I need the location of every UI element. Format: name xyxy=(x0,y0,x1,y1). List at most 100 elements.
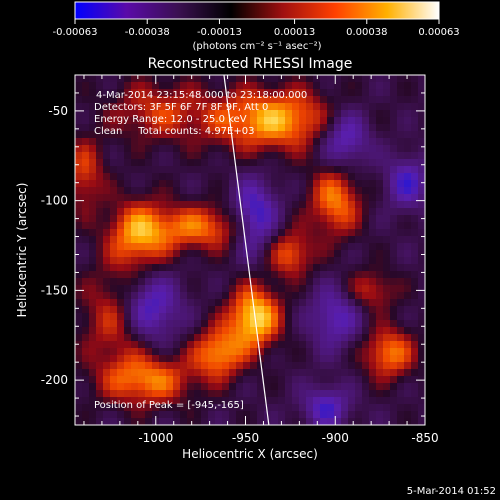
heatmap-cell xyxy=(110,124,118,132)
heatmap-cell xyxy=(341,82,349,90)
heatmap-cell xyxy=(236,131,244,139)
heatmap-cell xyxy=(327,243,335,251)
heatmap-cell xyxy=(89,334,97,342)
heatmap-cell xyxy=(138,383,146,391)
heatmap-cell xyxy=(138,404,146,412)
heatmap-cell xyxy=(138,180,146,188)
heatmap-cell xyxy=(390,166,398,174)
heatmap-cell xyxy=(222,103,230,111)
heatmap-cell xyxy=(75,397,83,405)
heatmap-cell xyxy=(404,397,412,405)
heatmap-cell xyxy=(292,383,300,391)
heatmap-cell xyxy=(313,404,321,412)
heatmap-cell xyxy=(89,411,97,419)
heatmap-cell xyxy=(264,110,272,118)
heatmap-cell xyxy=(320,124,328,132)
heatmap-cell xyxy=(341,327,349,335)
heatmap-cell xyxy=(117,292,125,300)
heatmap-cell xyxy=(201,292,209,300)
heatmap-cell xyxy=(418,201,425,209)
heatmap-cell xyxy=(138,257,146,265)
heatmap-cell xyxy=(362,376,370,384)
heatmap-cell xyxy=(362,334,370,342)
heatmap-cell xyxy=(187,362,195,370)
heatmap-cell xyxy=(145,89,153,97)
heatmap-cell xyxy=(187,355,195,363)
heatmap-cell xyxy=(208,285,216,293)
heatmap-cell xyxy=(313,292,321,300)
heatmap-cell xyxy=(201,250,209,258)
heatmap-cell xyxy=(194,341,202,349)
heatmap-cell xyxy=(236,334,244,342)
heatmap-cell xyxy=(341,96,349,104)
heatmap-cell xyxy=(236,82,244,90)
heatmap-cell xyxy=(110,89,118,97)
heatmap-cell xyxy=(194,404,202,412)
heatmap-cell xyxy=(145,145,153,153)
heatmap-cell xyxy=(96,383,104,391)
heatmap-cell xyxy=(285,187,293,195)
heatmap-cell xyxy=(397,369,405,377)
heatmap-cell xyxy=(369,145,377,153)
heatmap-cell xyxy=(96,250,104,258)
heatmap-cell xyxy=(75,194,83,202)
heatmap-cell xyxy=(292,320,300,328)
heatmap-cell xyxy=(348,201,356,209)
heatmap-cell xyxy=(278,180,286,188)
heatmap-cell xyxy=(89,390,97,398)
heatmap-cell xyxy=(138,355,146,363)
heatmap-cell xyxy=(166,152,174,160)
heatmap-cell xyxy=(117,271,125,279)
heatmap-cell xyxy=(173,271,181,279)
heatmap-cell xyxy=(369,236,377,244)
heatmap-cell xyxy=(348,313,356,321)
heatmap-cell xyxy=(257,369,265,377)
heatmap-cell xyxy=(257,264,265,272)
heatmap-cell xyxy=(208,75,216,83)
heatmap-cell xyxy=(348,229,356,237)
heatmap-cell xyxy=(285,313,293,321)
heatmap-cell xyxy=(145,103,153,111)
heatmap-cell xyxy=(383,250,391,258)
heatmap-cell xyxy=(306,264,314,272)
heatmap-cell xyxy=(257,138,265,146)
heatmap-cell xyxy=(187,299,195,307)
heatmap-cell xyxy=(194,208,202,216)
heatmap-cell xyxy=(299,376,307,384)
heatmap-cell xyxy=(355,418,363,425)
heatmap-cell xyxy=(96,306,104,314)
heatmap-cell xyxy=(383,166,391,174)
heatmap-cell xyxy=(334,215,342,223)
heatmap-cell xyxy=(362,369,370,377)
heatmap-cell xyxy=(348,376,356,384)
heatmap-cell xyxy=(264,299,272,307)
heatmap-cell xyxy=(201,180,209,188)
heatmap-cell xyxy=(243,159,251,167)
heatmap-cell xyxy=(362,313,370,321)
heatmap-cell xyxy=(173,334,181,342)
heatmap-cell xyxy=(180,110,188,118)
heatmap-cell xyxy=(117,173,125,181)
heatmap-cell xyxy=(355,362,363,370)
heatmap-cell xyxy=(355,327,363,335)
x-tick-label: -1000 xyxy=(138,431,173,445)
heatmap-cell xyxy=(292,236,300,244)
heatmap-cell xyxy=(131,348,139,356)
heatmap-cell xyxy=(187,180,195,188)
heatmap-cell xyxy=(208,110,216,118)
heatmap-cell xyxy=(96,397,104,405)
heatmap-cell xyxy=(96,313,104,321)
heatmap-cell xyxy=(152,383,160,391)
heatmap-cell xyxy=(243,117,251,125)
heatmap-cell xyxy=(96,299,104,307)
heatmap-cell xyxy=(264,173,272,181)
heatmap-cell xyxy=(117,299,125,307)
heatmap-cell xyxy=(250,327,258,335)
heatmap-cell xyxy=(341,110,349,118)
heatmap-cell xyxy=(285,180,293,188)
heatmap-cell xyxy=(89,208,97,216)
heatmap-cell xyxy=(334,355,342,363)
heatmap-cell xyxy=(362,124,370,132)
heatmap-cell xyxy=(369,103,377,111)
heatmap-cell xyxy=(110,257,118,265)
